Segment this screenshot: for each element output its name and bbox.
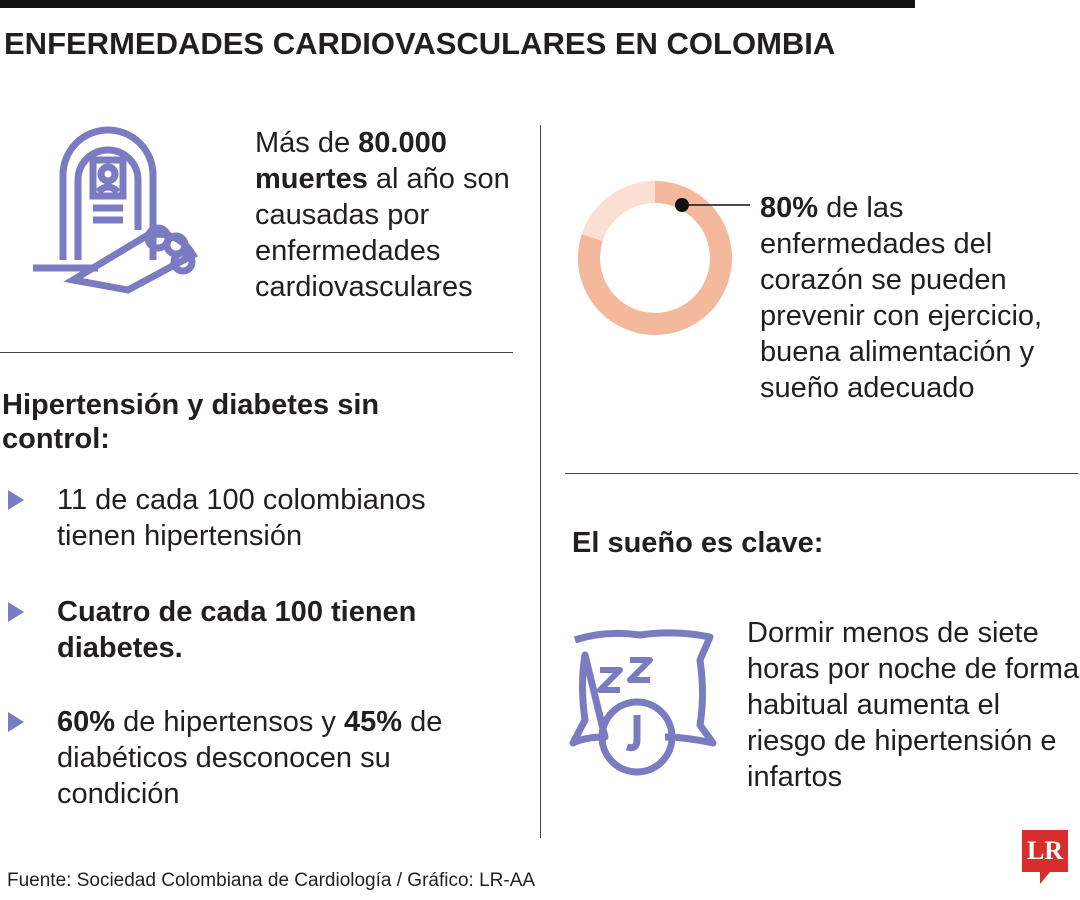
bullet-text: 11 de cada 100 colombianos tienen hipert… [57, 482, 507, 554]
title: ENFERMEDADES CARDIOVASCULARES EN COLOMBI… [4, 26, 836, 61]
tombstone-icon [33, 126, 198, 294]
donut-chart [578, 181, 750, 335]
text-segment: de diabéticos desconocen su condición [57, 706, 443, 810]
control-heading: Hipertensión y diabetes sin control: [2, 389, 380, 455]
text-segment: 80.000 muertes [255, 127, 447, 195]
deaths-text: Más de 80.000 muertes al año son causada… [255, 125, 525, 305]
divider [540, 125, 541, 838]
bullet-text: Cuatro de cada 100 tienen diabetes. [57, 594, 507, 666]
text-segment: de hipertensos y [115, 706, 344, 738]
logo-tail [1040, 872, 1050, 884]
bullet-list: 11 de cada 100 colombianos tienen hipert… [0, 482, 530, 852]
divider [0, 352, 513, 353]
divider [565, 473, 1078, 474]
bullet-marker [8, 602, 24, 622]
text-segment: 11 de cada 100 colombianos tienen hipert… [57, 484, 426, 552]
donut-segment [578, 181, 732, 335]
text-segment: 45% [343, 706, 403, 738]
bullet-text: 60% de hipertensos y 45% de diabéticos d… [57, 704, 507, 812]
text-segment: 60% [57, 706, 116, 738]
prevention-value: 80% [760, 192, 819, 224]
sleep-text: Dormir menos de siete horas por noche de… [747, 617, 1080, 793]
logo: LR [1022, 830, 1068, 872]
leader-dot [675, 198, 689, 212]
bullet-marker [8, 712, 24, 732]
sleep-icon [569, 629, 717, 776]
text-segment: Cuatro de cada 100 tienen diabetes. [57, 596, 417, 664]
source: Fuente: Sociedad Colombiana de Cardiolog… [7, 870, 536, 891]
top-bar [0, 0, 915, 8]
text-segment: Más de [255, 127, 359, 159]
text-segment: al año son causadas por enfermedades car… [255, 163, 510, 303]
bullet-marker [8, 490, 24, 510]
sleep-heading: El sueño es clave: [572, 527, 824, 559]
prevention-desc: de las enfermedades del corazón se puede… [760, 192, 1043, 404]
prevention-text: 80% de las enfermedades del corazón se p… [760, 190, 1080, 406]
